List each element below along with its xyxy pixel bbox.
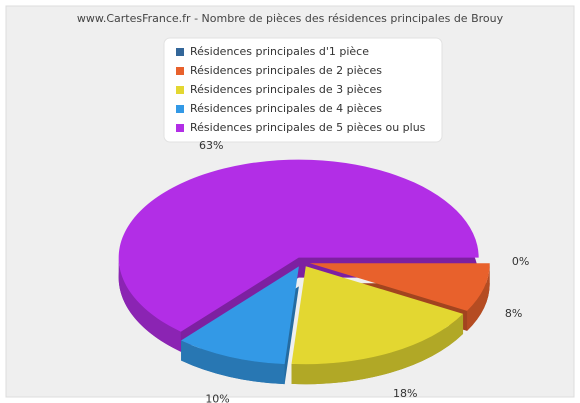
pie: 0% 8% 18% 10% 63% — [118, 139, 529, 403]
data-label: 10% — [205, 392, 229, 403]
slice — [181, 266, 299, 365]
legend-label: Résidences principales de 5 pièces ou pl… — [190, 121, 426, 134]
slice — [118, 159, 479, 332]
legend-label: Résidences principales de 2 pièces — [190, 64, 382, 77]
chart-title: www.CartesFrance.fr - Nombre de pièces d… — [77, 12, 504, 25]
slice — [291, 266, 464, 365]
data-label: 18% — [393, 387, 417, 400]
data-label: 8% — [505, 307, 522, 320]
legend-swatch — [176, 105, 184, 113]
slice-wall — [118, 257, 181, 352]
legend-swatch — [176, 86, 184, 94]
legend-swatch — [176, 67, 184, 75]
slice-wall — [291, 313, 464, 385]
slice-wall — [181, 340, 285, 385]
legend-label: Résidences principales de 3 pièces — [190, 83, 382, 96]
legend-swatch — [176, 124, 184, 132]
slice — [309, 263, 490, 311]
data-label: 63% — [199, 139, 223, 152]
legend-label: Résidences principales de 4 pièces — [190, 102, 382, 115]
legend-label: Résidences principales d'1 pièce — [190, 45, 369, 58]
data-label: 0% — [512, 255, 529, 268]
legend-swatch — [176, 48, 184, 56]
legend — [163, 37, 443, 143]
slice-wall — [467, 263, 490, 331]
